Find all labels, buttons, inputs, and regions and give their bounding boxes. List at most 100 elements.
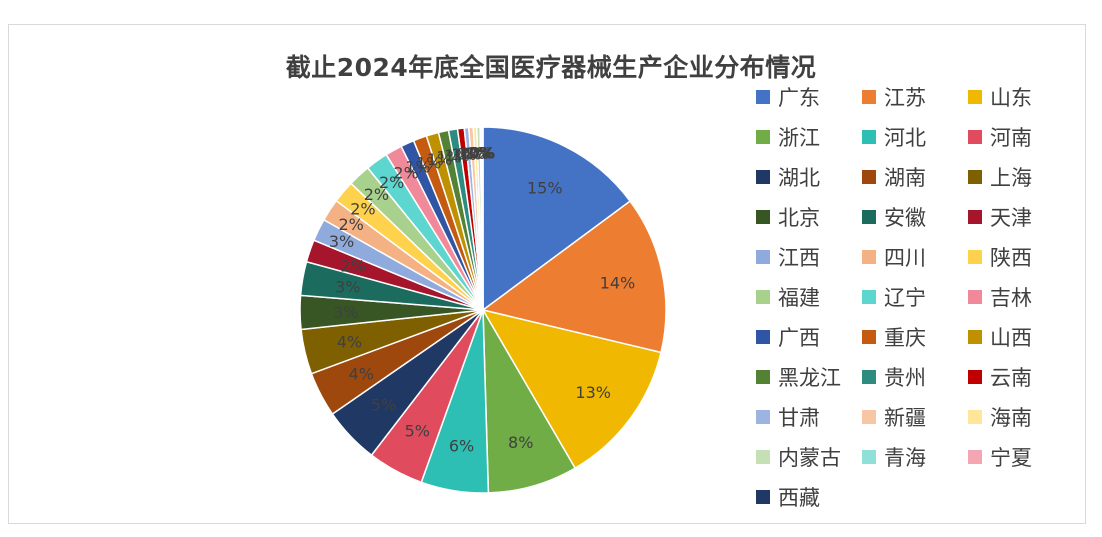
legend-swatch [756,90,770,104]
chart-title: 截止2024年底全国医疗器械生产企业分布情况 [285,53,817,82]
legend-label: 陕西 [990,246,1032,270]
slice-data-label: 2% [364,185,389,204]
legend-swatch [862,330,876,344]
legend-label: 宁夏 [990,446,1032,470]
legend-label: 海南 [990,406,1032,430]
legend-label: 贵州 [884,366,926,390]
legend-item: 天津 [968,202,1032,232]
legend-item: 内蒙古 [756,442,841,472]
legend-swatch [756,130,770,144]
legend-swatch [862,450,876,464]
legend-item: 新疆 [862,402,926,432]
pie-slice [482,126,632,312]
slice-data-label: 1% [405,158,430,177]
legend-item: 湖南 [862,162,926,192]
legend-label: 西藏 [778,486,820,510]
legend-item: 山西 [968,322,1032,352]
legend-label: 青海 [884,446,926,470]
legend-item: 山东 [968,82,1032,112]
legend-item: 贵州 [862,362,926,392]
slice-data-label: 1% [451,145,476,164]
legend-item: 江西 [756,242,820,272]
slice-data-label: 0% [460,144,485,163]
slice-data-label: 13% [575,383,611,402]
legend-label: 山东 [990,86,1032,110]
legend-item: 上海 [968,162,1032,192]
legend-item: 湖北 [756,162,820,192]
legend-swatch [968,170,982,184]
legend-swatch [756,330,770,344]
pie-slice [481,200,667,354]
slice-data-label: 2% [340,257,365,276]
legend-label: 福建 [778,286,820,310]
legend-swatch [756,490,770,504]
legend-label: 甘肃 [778,406,820,430]
legend-label: 天津 [990,206,1032,230]
slice-data-label: 4% [337,332,362,351]
pie-slice [481,126,484,311]
legend-label: 辽宁 [884,286,926,310]
legend-item: 辽宁 [862,282,926,312]
legend-item: 广西 [756,322,820,352]
legend-swatch [968,330,982,344]
legend-label: 湖南 [884,166,926,190]
legend-item: 四川 [862,242,926,272]
legend-swatch [862,410,876,424]
legend-swatch [862,370,876,384]
pie-slice [481,308,662,470]
legend-item: 北京 [756,202,820,232]
slice-data-label: 3% [333,303,358,322]
slice-data-label: 5% [371,396,396,415]
legend-swatch [756,370,770,384]
legend-label: 重庆 [884,326,926,350]
legend-swatch [756,450,770,464]
slice-data-label: 0% [466,144,491,163]
slice-data-label: 1% [416,153,441,172]
slice-data-label: 0% [456,144,481,163]
legend-swatch [756,410,770,424]
legend-label: 内蒙古 [778,446,841,470]
legend-item: 安徽 [862,202,926,232]
legend-item: 福建 [756,282,820,312]
legend-swatch [862,90,876,104]
legend-item: 甘肃 [756,402,820,432]
slice-data-label: 15% [527,178,563,197]
slice-data-label: 1% [427,150,452,169]
legend-item: 云南 [968,362,1032,392]
legend-swatch [968,450,982,464]
legend-item: 陕西 [968,242,1032,272]
legend-swatch [968,130,982,144]
legend-label: 新疆 [884,406,926,430]
legend-swatch [756,170,770,184]
legend-swatch [862,290,876,304]
slice-data-label: 3% [329,232,354,251]
legend-label: 山西 [990,326,1032,350]
slice-data-label: 2% [379,173,404,192]
legend-item: 河北 [862,122,926,152]
legend-item: 河南 [968,122,1032,152]
legend-item: 吉林 [968,282,1032,312]
legend-label: 上海 [990,166,1032,190]
legend-label: 江苏 [884,86,926,110]
slice-data-label: 3% [335,277,360,296]
legend-label: 吉林 [990,286,1032,310]
legend-swatch [756,250,770,264]
legend-label: 安徽 [884,206,926,230]
legend-swatch [862,210,876,224]
legend-label: 广西 [778,326,820,350]
legend-item: 宁夏 [968,442,1032,472]
legend-item: 海南 [968,402,1032,432]
legend-swatch [968,250,982,264]
slice-data-label: 8% [508,433,533,452]
legend-item: 江苏 [862,82,926,112]
legend-item: 黑龙江 [756,362,841,392]
legend-item: 广东 [756,82,820,112]
slice-data-label: 0% [469,144,494,163]
legend-label: 江西 [778,246,820,270]
legend-label: 湖北 [778,166,820,190]
legend-label: 广东 [778,86,820,110]
slice-data-label: 14% [600,274,636,293]
pie-slice [482,309,577,494]
slice-data-label: 0% [470,144,495,163]
